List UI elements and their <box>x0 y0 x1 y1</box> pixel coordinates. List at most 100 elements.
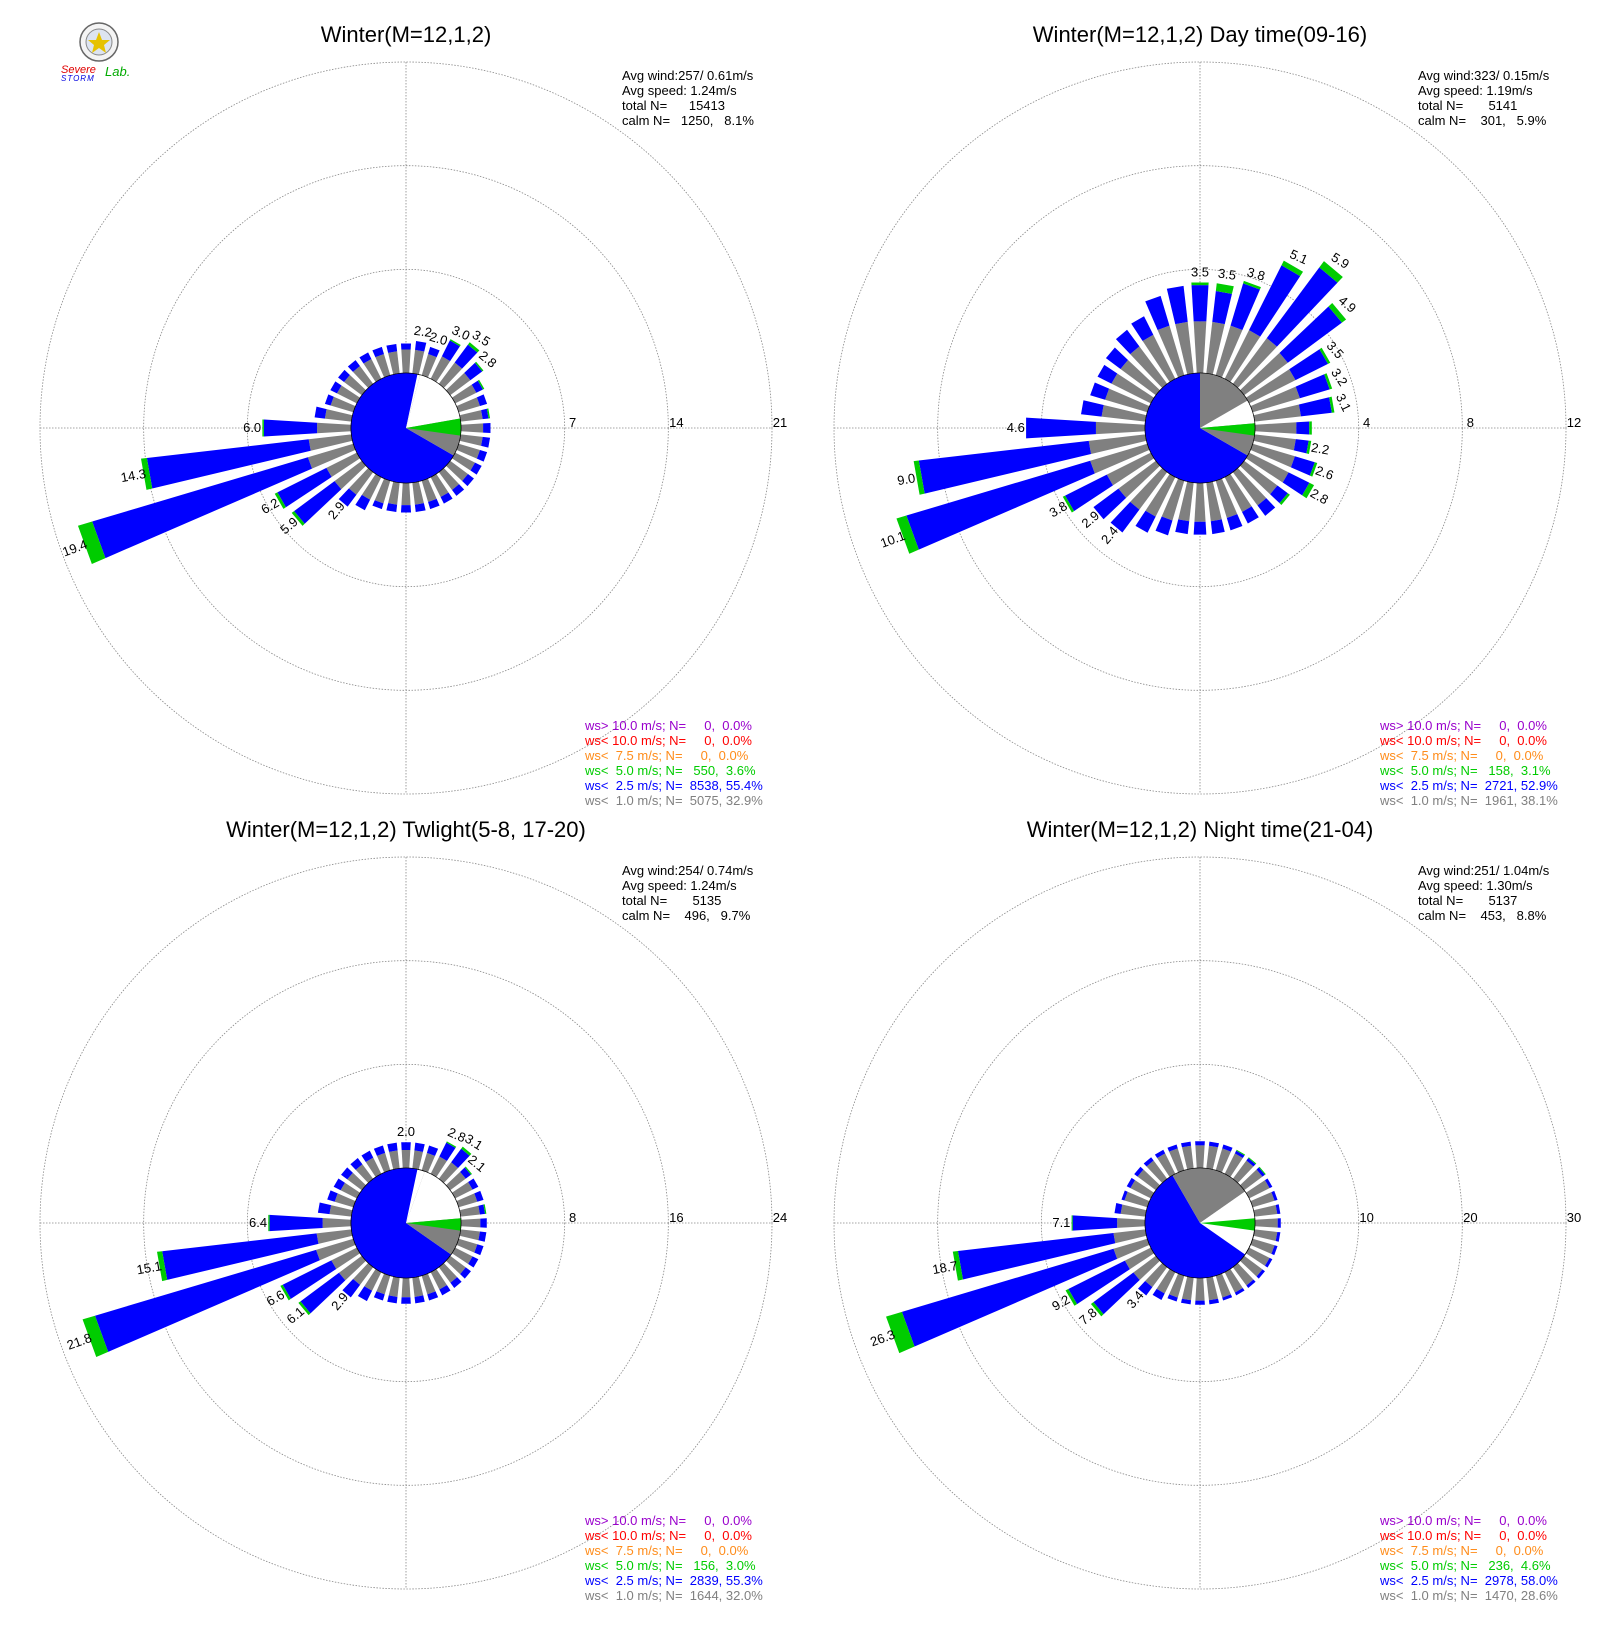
bar-segment-lt5 <box>262 419 264 437</box>
bar-segment-lt1 <box>1250 1238 1275 1254</box>
calm-circle-border <box>1144 372 1256 484</box>
bar-segment-lt1 <box>347 1172 367 1191</box>
legend-entry: ws< 2.5 m/s; N= 2978, 58.0% <box>1379 1573 1558 1588</box>
bar-segment-lt1 <box>1195 1145 1205 1169</box>
bar-segment-lt1 <box>331 1247 361 1269</box>
chart-title: Winter(M=12,1,2) <box>321 22 492 47</box>
bar-segment-lt1 <box>1250 1192 1275 1208</box>
bar-segment-lt5 <box>1324 373 1333 390</box>
bar-segment-lt1 <box>1254 1218 1278 1228</box>
bar-segment-lt1 <box>1215 478 1238 518</box>
bar-segment-lt5 <box>449 339 461 347</box>
bar-segment-lt1 <box>388 1276 400 1297</box>
bar-segment-lt2-5 <box>1195 1141 1205 1146</box>
bar-segment-lt5 <box>477 379 485 390</box>
bar-segment-lt1 <box>1124 1247 1155 1270</box>
bar-segment-lt2-5 <box>1242 506 1259 524</box>
bar-segment-lt2-5 <box>263 419 318 437</box>
wind-rose-panel-1: 7 14 212.22.0 3.03.52.82.95.96.219.414.36.0… <box>39 22 787 808</box>
bar-segment-lt5 <box>1215 283 1234 294</box>
bar-segment-lt1 <box>1105 388 1150 413</box>
bar-segment-lt1 <box>438 1262 458 1283</box>
legend-entry: ws< 10.0 m/s; N= 0, 0.0% <box>1379 733 1547 748</box>
bar-segment-lt2-5 <box>1110 501 1140 533</box>
calm-circle-border <box>1144 1167 1256 1279</box>
legend-entry: ws< 1.0 m/s; N= 1470, 28.6% <box>1379 1588 1558 1603</box>
bar-segment-lt2-5 <box>1266 267 1338 347</box>
bar-segment-lt1 <box>353 1262 374 1285</box>
bar-segment-lt2-5 <box>327 1190 338 1202</box>
bar-segment-lt5 <box>1258 1166 1266 1175</box>
stats-line: Avg wind:323/ 0.15m/s <box>1418 68 1550 83</box>
bar-segment-lt1 <box>322 1218 352 1228</box>
stats-line: Avg speed: 1.19m/s <box>1418 83 1533 98</box>
bar-segment-lt1 <box>460 423 484 433</box>
bar-segment-lt1 <box>1130 467 1168 510</box>
bar-segment-lt2-5 <box>440 492 453 504</box>
bar-segment-lt1 <box>445 372 471 396</box>
bar-segment-lt1 <box>1245 1247 1270 1266</box>
bar-segment-lt2-5 <box>373 1291 385 1301</box>
bar-segment-lt1 <box>445 1255 466 1275</box>
bar-segment-lt1 <box>1254 422 1297 434</box>
bar-segment-lt1 <box>445 460 468 482</box>
bar-segment-lt2-5 <box>483 422 491 434</box>
bar-segment-lt1 <box>1113 1238 1150 1259</box>
direction-bars <box>82 1141 487 1358</box>
calm-pie-green <box>406 418 461 436</box>
bar-segment-lt1 <box>389 1150 400 1170</box>
bar-segment-lt1 <box>456 397 480 413</box>
legend-entry: ws< 2.5 m/s; N= 2839, 55.3% <box>584 1573 763 1588</box>
bar-segment-lt1 <box>1088 434 1147 454</box>
bar-segment-lt5 <box>140 457 153 490</box>
calm-pie-blue <box>351 1168 452 1278</box>
bar-segment-lt2-5 <box>1181 1298 1192 1305</box>
bar-segment-lt5 <box>896 515 919 554</box>
bar-value-label: 19.4 <box>60 537 89 560</box>
bar-segment-lt1 <box>329 1205 353 1217</box>
bar-segment-lt2-5 <box>1226 514 1243 531</box>
bar-segment-lt2-5 <box>918 440 1092 494</box>
bar-segment-lt1 <box>1178 481 1194 522</box>
bar-segment-lt2-5 <box>330 381 342 394</box>
bar-value-label: 9.0 <box>896 470 916 488</box>
bar-segment-lt1 <box>451 1182 473 1199</box>
bar-segment-lt1 <box>1181 1145 1194 1170</box>
legend-entry: ws< 10.0 m/s; N= 0, 0.0% <box>1379 1528 1547 1543</box>
bar-segment-lt1 <box>361 473 382 500</box>
bar-segment-lt1 <box>456 443 480 459</box>
logo-severe-text: Severe <box>61 64 96 76</box>
bar-segment-lt2-5 <box>1282 472 1310 496</box>
bar-segment-lt5 <box>1309 462 1318 477</box>
wind-rose-panel-3: 8 16 242.0 2.83.12.12.96.16.621.815.16.4Win… <box>39 817 787 1603</box>
bar-segment-lt1 <box>1206 321 1225 375</box>
bar-segment-lt2-5 <box>1167 1144 1178 1152</box>
bar-segment-lt5 <box>913 460 925 495</box>
bar-segment-lt2-5 <box>1290 456 1315 476</box>
ring-label: 10 <box>1359 1210 1373 1225</box>
bar-segment-lt2-5 <box>1277 1218 1281 1228</box>
stats-line: Avg speed: 1.24m/s <box>622 878 737 893</box>
calm-circle <box>350 1167 462 1279</box>
bar-segment-lt2-5 <box>906 460 1095 550</box>
stats-line: Avg speed: 1.24m/s <box>622 83 737 98</box>
bar-segment-lt1 <box>438 467 460 490</box>
bar-segment-lt1 <box>364 1268 382 1291</box>
bar-segment-lt1 <box>412 1150 423 1170</box>
bar-segment-lt2-5 <box>414 503 426 513</box>
bar-segment-lt2-5 <box>901 1248 1118 1347</box>
bar-segment-lt2-5 <box>474 1244 484 1256</box>
bar-segment-lt2-5 <box>1166 285 1188 325</box>
ring-label: 20 <box>1463 1210 1477 1225</box>
bar-segment-lt5 <box>77 521 106 564</box>
bar-segment-lt2-5 <box>1270 485 1288 504</box>
ring-label: 14 <box>669 415 683 430</box>
bar-segment-lt1 <box>451 452 476 471</box>
calm-pie-green <box>406 1218 461 1231</box>
bar-segment-lt2-5 <box>386 343 398 353</box>
bar-segment-lt5 <box>298 1301 311 1316</box>
bar-segment-lt2-5 <box>1093 1272 1140 1315</box>
bar-segment-lt2-5 <box>1246 1158 1256 1167</box>
stats-line: Avg wind:257/ 0.61m/s <box>622 68 754 83</box>
